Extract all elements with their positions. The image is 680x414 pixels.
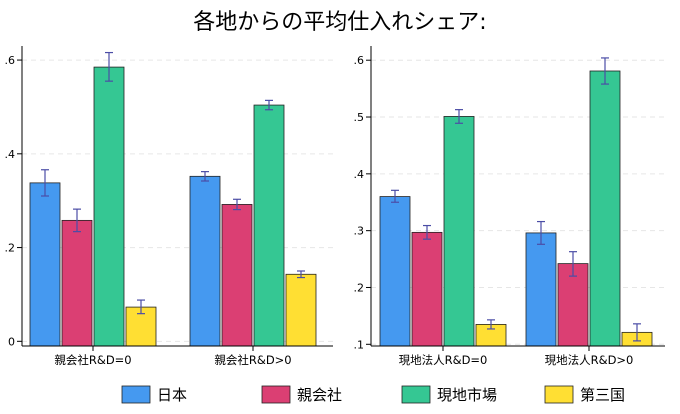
bar (29, 182, 61, 347)
bar (557, 263, 589, 347)
bar (285, 273, 317, 347)
bar (379, 196, 411, 347)
bar (61, 219, 93, 347)
legend-swatch (121, 385, 151, 404)
x-tick-label: 現地法人R&D=0 (399, 353, 488, 367)
legend-swatch (261, 385, 291, 404)
bar (93, 66, 125, 347)
bar (189, 175, 221, 347)
y-tick-label: .4 (354, 168, 365, 181)
bar (221, 204, 253, 347)
y-tick-label: .2 (5, 242, 16, 255)
legend-item: 日本 (121, 385, 187, 404)
legend-label: 日本 (157, 386, 187, 404)
bar (589, 70, 621, 347)
y-tick-label: .2 (354, 281, 365, 294)
y-tick-label: .5 (354, 111, 365, 124)
y-tick-label: .1 (354, 338, 365, 351)
y-tick-label: .4 (5, 148, 16, 161)
legend-label: 第三国 (580, 386, 625, 404)
legend: 日本 親会社 現地市場 第三国 (121, 385, 625, 404)
y-tick-label: 0 (8, 335, 15, 348)
bar (443, 116, 475, 347)
x-tick-label: 親会社R&D>0 (214, 353, 291, 367)
legend-swatch (401, 385, 431, 404)
chart-panel-1: 0 .2 .4 .6 親会社R&D=0 親会社R&D>0 (5, 46, 333, 367)
legend-swatch (544, 385, 574, 404)
chart-panel-2: .1 .2 .3 .4 .5 .6 現地法人R&D=0 現地法人R&D>0 (354, 46, 665, 367)
legend-label: 現地市場 (437, 386, 497, 404)
y-tick-label: .6 (5, 54, 16, 67)
y-tick-label: .3 (354, 225, 365, 238)
chart-title: 各地からの平均仕入れシェア: (193, 10, 487, 35)
legend-item: 親会社 (261, 385, 342, 404)
x-tick-label: 現地法人R&D>0 (545, 353, 634, 367)
y-tick-label: .6 (354, 54, 365, 67)
bar (253, 104, 285, 347)
x-tick-label: 親会社R&D=0 (54, 353, 131, 367)
legend-label: 親会社 (297, 386, 342, 404)
legend-item: 第三国 (544, 385, 625, 404)
bar (525, 232, 557, 347)
bar (411, 231, 443, 347)
legend-item: 現地市場 (401, 385, 497, 404)
